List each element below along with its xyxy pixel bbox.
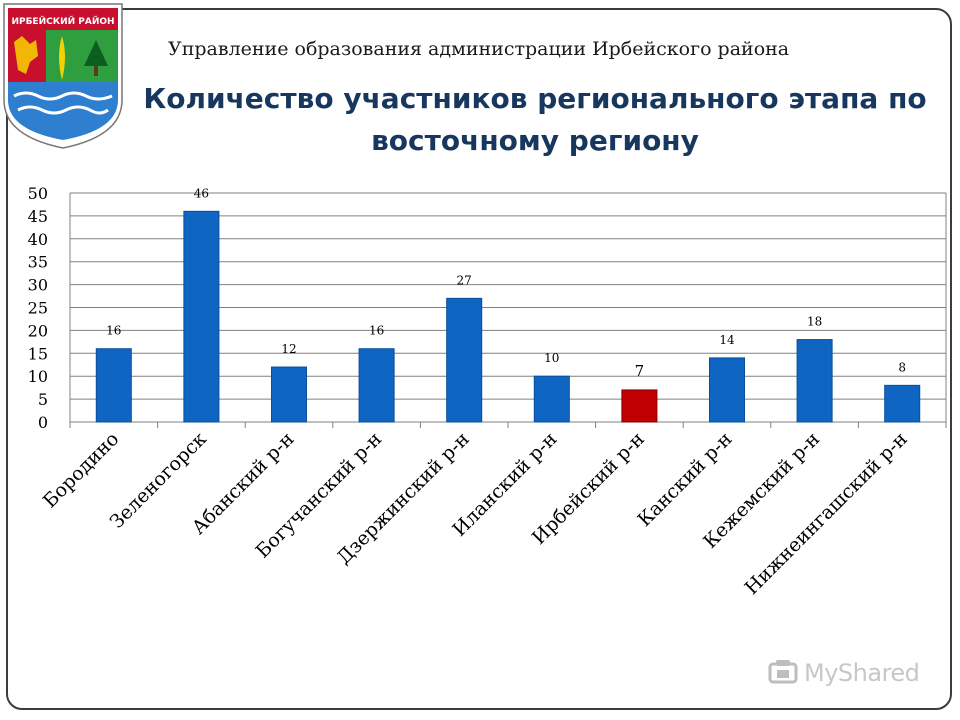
y-tick-label: 45 (28, 207, 48, 226)
bar-10 (884, 384, 921, 423)
watermark: MyShared (768, 658, 920, 688)
bar-5 (446, 297, 483, 423)
data-label: 16 (106, 324, 121, 338)
data-label: 7 (635, 362, 645, 380)
bar-9 (796, 339, 833, 423)
bar-7 (621, 389, 658, 423)
data-label: 16 (369, 324, 384, 338)
watermark-text: MyShared (804, 659, 920, 687)
bar-2 (183, 210, 220, 423)
category-label: Бородино (39, 428, 123, 512)
bar-1 (95, 348, 132, 423)
bar-4 (358, 348, 395, 423)
bar-6 (533, 375, 570, 423)
data-label: 8 (898, 360, 906, 374)
data-label: 18 (807, 315, 822, 329)
emblem-text: ИРБЕЙСКИЙ РАЙОН (11, 15, 114, 27)
data-label: 14 (719, 333, 735, 347)
y-tick-label: 0 (38, 413, 48, 432)
y-tick-label: 10 (28, 367, 48, 386)
data-label: 27 (457, 273, 472, 287)
y-tick-label: 25 (28, 299, 48, 318)
org-title: Управление образования администрации Ирб… (168, 38, 790, 60)
district-emblem-icon: ИРБЕЙСКИЙ РАЙОН (3, 3, 123, 149)
category-label: Нижнеингашский р-н (741, 428, 912, 599)
data-label: 12 (281, 342, 296, 356)
data-label: 46 (194, 186, 209, 200)
chart-title: Количество участников регионального этап… (143, 82, 927, 157)
y-tick-label: 15 (28, 344, 48, 363)
myshared-logo-icon (768, 660, 798, 684)
y-tick-label: 20 (28, 321, 48, 340)
y-tick-label: 30 (28, 276, 48, 295)
bar-8 (708, 357, 746, 423)
y-tick-label: 5 (38, 390, 48, 409)
y-tick-label: 50 (28, 184, 48, 203)
bar-3 (270, 366, 308, 423)
y-tick-label: 35 (28, 253, 48, 272)
data-label: 10 (544, 351, 559, 365)
y-tick-label: 40 (28, 230, 48, 249)
